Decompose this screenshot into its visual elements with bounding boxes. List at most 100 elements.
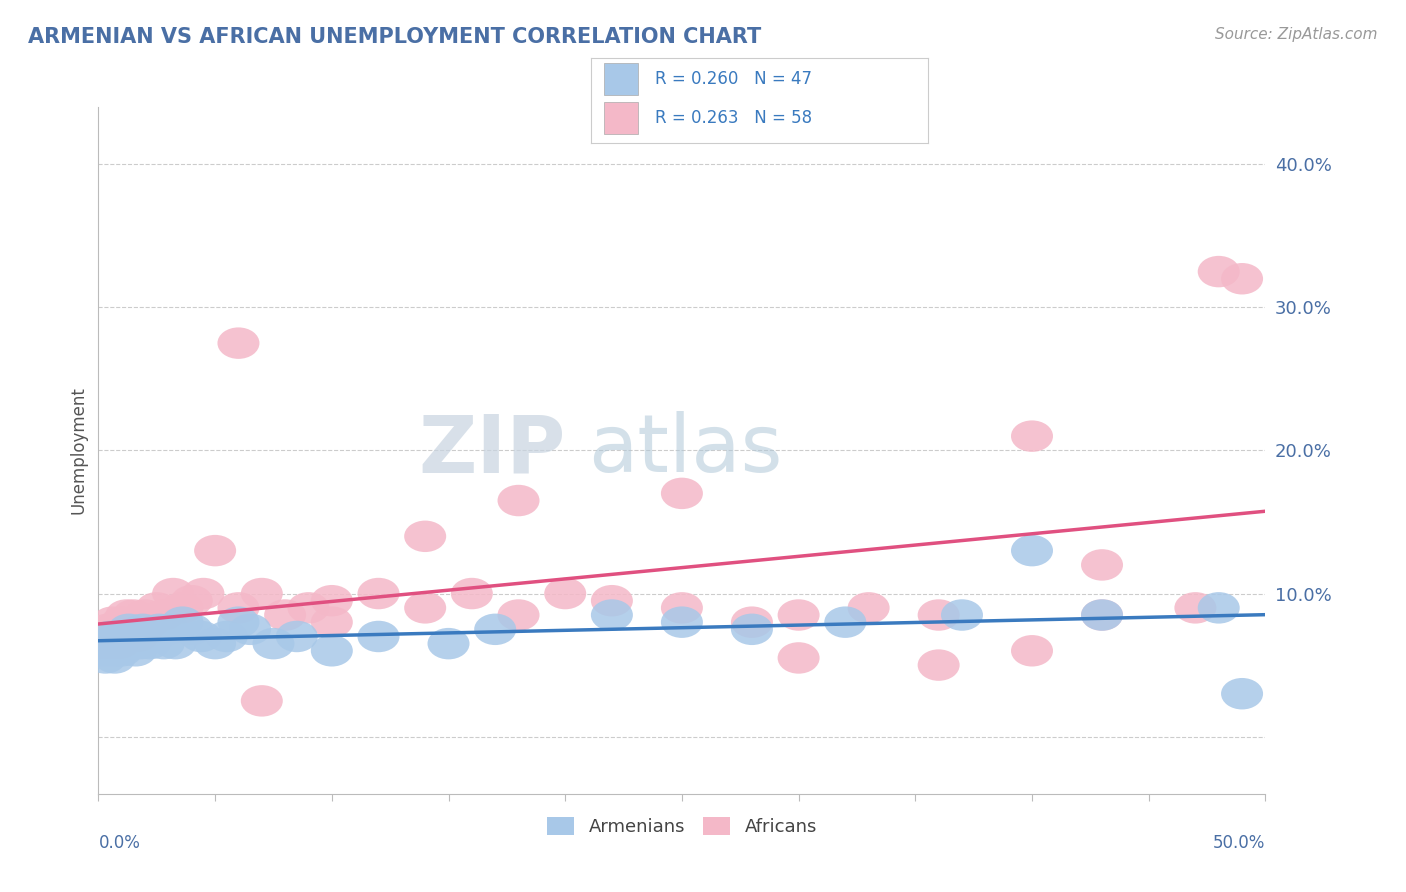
Ellipse shape — [498, 599, 540, 631]
Ellipse shape — [194, 628, 236, 659]
Ellipse shape — [253, 628, 294, 659]
Ellipse shape — [918, 649, 960, 681]
Ellipse shape — [498, 484, 540, 516]
Ellipse shape — [1081, 599, 1123, 631]
Ellipse shape — [148, 614, 190, 645]
Ellipse shape — [229, 614, 271, 645]
Ellipse shape — [218, 327, 260, 359]
Ellipse shape — [96, 621, 138, 652]
Ellipse shape — [661, 592, 703, 624]
Ellipse shape — [194, 535, 236, 566]
Text: Source: ZipAtlas.com: Source: ZipAtlas.com — [1215, 27, 1378, 42]
Ellipse shape — [103, 614, 145, 645]
Ellipse shape — [731, 614, 773, 645]
Ellipse shape — [110, 607, 152, 638]
Ellipse shape — [152, 578, 194, 609]
Ellipse shape — [84, 621, 127, 652]
Ellipse shape — [591, 599, 633, 631]
Ellipse shape — [91, 635, 134, 666]
Ellipse shape — [89, 628, 131, 659]
Ellipse shape — [404, 592, 446, 624]
Ellipse shape — [108, 614, 150, 645]
Ellipse shape — [180, 621, 222, 652]
Bar — [605, 63, 638, 95]
Ellipse shape — [91, 607, 134, 638]
Ellipse shape — [1220, 678, 1263, 709]
Ellipse shape — [98, 628, 141, 659]
Ellipse shape — [1220, 263, 1263, 294]
Ellipse shape — [122, 614, 163, 645]
Ellipse shape — [82, 635, 124, 666]
Ellipse shape — [427, 628, 470, 659]
Ellipse shape — [98, 628, 141, 659]
Ellipse shape — [1198, 256, 1240, 287]
Ellipse shape — [122, 614, 163, 645]
Ellipse shape — [661, 607, 703, 638]
Ellipse shape — [105, 599, 148, 631]
Ellipse shape — [94, 614, 136, 645]
Ellipse shape — [240, 578, 283, 609]
Ellipse shape — [311, 585, 353, 616]
Ellipse shape — [162, 592, 204, 624]
Ellipse shape — [451, 578, 494, 609]
Ellipse shape — [1174, 592, 1216, 624]
Ellipse shape — [82, 628, 124, 659]
Text: 50.0%: 50.0% — [1213, 834, 1265, 852]
Ellipse shape — [129, 607, 170, 638]
Ellipse shape — [240, 685, 283, 716]
Ellipse shape — [94, 642, 136, 673]
Y-axis label: Unemployment: Unemployment — [69, 386, 87, 515]
Ellipse shape — [661, 477, 703, 509]
Ellipse shape — [120, 628, 162, 659]
Ellipse shape — [138, 614, 180, 645]
Ellipse shape — [941, 599, 983, 631]
Ellipse shape — [170, 585, 212, 616]
Ellipse shape — [143, 628, 184, 659]
Ellipse shape — [544, 578, 586, 609]
Ellipse shape — [357, 578, 399, 609]
Ellipse shape — [101, 607, 143, 638]
Text: R = 0.260   N = 47: R = 0.260 N = 47 — [655, 70, 811, 88]
Ellipse shape — [311, 635, 353, 666]
Ellipse shape — [162, 607, 204, 638]
Ellipse shape — [778, 642, 820, 673]
Ellipse shape — [129, 628, 170, 659]
Ellipse shape — [170, 614, 212, 645]
Ellipse shape — [134, 621, 176, 652]
Ellipse shape — [101, 635, 143, 666]
Ellipse shape — [87, 614, 129, 645]
Ellipse shape — [264, 599, 307, 631]
Bar — [605, 102, 638, 134]
Ellipse shape — [112, 599, 155, 631]
Ellipse shape — [357, 621, 399, 652]
Ellipse shape — [183, 578, 225, 609]
Ellipse shape — [89, 621, 131, 652]
Ellipse shape — [120, 607, 162, 638]
Ellipse shape — [1011, 420, 1053, 452]
Ellipse shape — [1011, 635, 1053, 666]
Text: atlas: atlas — [589, 411, 783, 490]
Ellipse shape — [124, 621, 166, 652]
Text: ARMENIAN VS AFRICAN UNEMPLOYMENT CORRELATION CHART: ARMENIAN VS AFRICAN UNEMPLOYMENT CORRELA… — [28, 27, 762, 46]
Ellipse shape — [84, 642, 127, 673]
Text: 0.0%: 0.0% — [98, 834, 141, 852]
Ellipse shape — [117, 621, 159, 652]
Ellipse shape — [112, 628, 155, 659]
Ellipse shape — [218, 607, 260, 638]
Ellipse shape — [218, 592, 260, 624]
Ellipse shape — [404, 521, 446, 552]
Ellipse shape — [1081, 549, 1123, 581]
Ellipse shape — [287, 592, 329, 624]
Ellipse shape — [731, 607, 773, 638]
Ellipse shape — [205, 621, 247, 652]
Ellipse shape — [143, 599, 184, 631]
Ellipse shape — [115, 614, 157, 645]
Ellipse shape — [276, 621, 318, 652]
Ellipse shape — [474, 614, 516, 645]
Ellipse shape — [778, 599, 820, 631]
Ellipse shape — [96, 621, 138, 652]
Text: ZIP: ZIP — [418, 411, 565, 490]
Ellipse shape — [124, 599, 166, 631]
Ellipse shape — [1011, 535, 1053, 566]
Ellipse shape — [1081, 599, 1123, 631]
